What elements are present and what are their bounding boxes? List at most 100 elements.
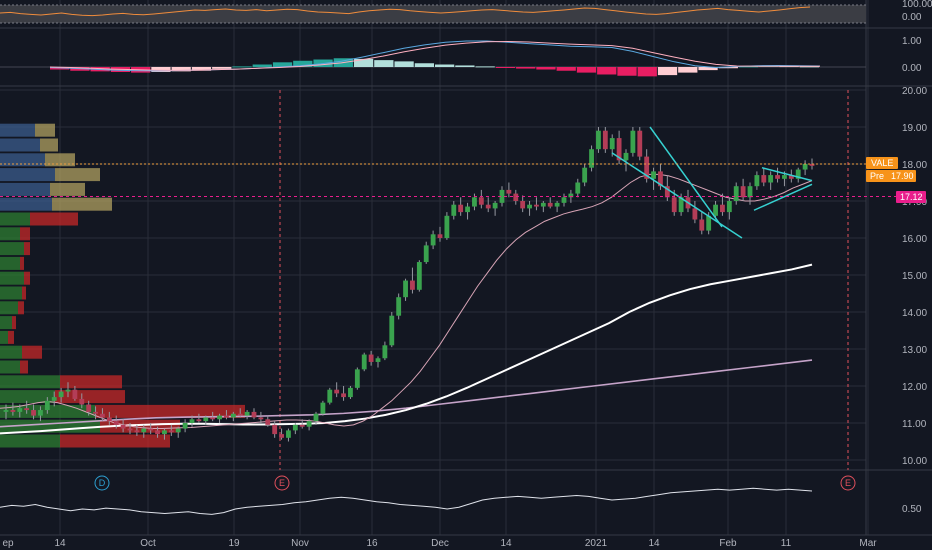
candle-17 (120, 424, 126, 429)
price-tick-6: 14.00 (902, 308, 927, 319)
candle-19 (134, 430, 140, 433)
event-circle-1 (274, 475, 290, 491)
event-letter-1: E (279, 478, 285, 488)
time-label-3: 19 (228, 538, 240, 549)
candle-64 (444, 215, 450, 238)
candle-35 (244, 411, 250, 416)
candle-51 (354, 369, 360, 388)
candle-8 (58, 391, 64, 398)
rsi-tick-1: 0.00 (902, 12, 922, 23)
candle-61 (423, 245, 429, 263)
rsi-pane: 100.00 0.00 (0, 0, 932, 24)
candle-117 (809, 164, 815, 166)
candle-2 (17, 408, 23, 412)
candle-107 (740, 186, 746, 198)
price-tick-10: 10.00 (902, 456, 927, 467)
candle-65 (451, 204, 457, 216)
vp-up-21 (0, 434, 60, 448)
candle-40 (279, 434, 284, 438)
candle-13 (93, 411, 98, 414)
vp-down-14 (8, 330, 14, 344)
ma-mid-line (0, 263, 813, 435)
vp-up-10 (0, 271, 24, 285)
rsi-line (0, 6, 811, 17)
macd-bar-34 (738, 66, 759, 68)
candle-53 (368, 354, 374, 362)
time-label-5: 16 (366, 538, 378, 549)
vp-down-2 (45, 153, 75, 167)
time-label-1: 14 (54, 538, 66, 549)
candle-36 (251, 411, 257, 418)
candle-14 (100, 413, 105, 418)
candle-1 (10, 410, 16, 412)
candle-24 (168, 430, 174, 433)
price-tags: VALE Pre 17.90 17.12 (866, 157, 926, 203)
candle-63 (437, 234, 443, 238)
macd-bar-31 (678, 67, 698, 73)
vp-down-13 (12, 316, 16, 330)
vp-up-0 (0, 123, 35, 137)
candle-94 (651, 171, 656, 179)
vol-tick-0: 0.50 (902, 504, 922, 515)
time-label-12: Mar (859, 538, 877, 549)
price-tick-2: 18.00 (902, 160, 927, 171)
price-tick-1: 19.00 (902, 123, 927, 134)
event-badge-2[interactable]: E (840, 475, 856, 491)
vp-down-8 (24, 242, 30, 256)
macd-bar-9 (232, 66, 252, 68)
pre-tag-value: 17.90 (891, 171, 914, 181)
candle-83 (575, 182, 581, 194)
candle-66 (458, 204, 464, 213)
candle-77 (534, 204, 539, 207)
candle-105 (726, 201, 732, 213)
time-axis[interactable]: ep 14 Oct 19 Nov 16 Dec 14 2021 14 Feb 11 Mar (2, 538, 877, 549)
candle-85 (589, 149, 594, 168)
macd-pane: 1.00 0.00 (0, 36, 922, 77)
vp-up-3 (0, 168, 55, 182)
candle-38 (265, 419, 271, 425)
candle-115 (795, 169, 801, 179)
candle-58 (403, 280, 408, 298)
candle-25 (175, 428, 181, 433)
candle-76 (527, 204, 532, 209)
candle-4 (31, 410, 36, 416)
candles[interactable] (3, 127, 815, 442)
macd-bar-12 (293, 60, 313, 67)
candle-26 (182, 423, 188, 429)
time-label-0: ep (2, 538, 14, 549)
candle-22 (155, 430, 160, 435)
candle-39 (272, 424, 278, 435)
event-badge-1[interactable]: E (274, 475, 290, 491)
candle-47 (327, 389, 333, 403)
time-label-4: Nov (291, 538, 309, 549)
candle-29 (203, 417, 209, 422)
candle-104 (720, 204, 725, 213)
vp-up-6 (0, 212, 30, 226)
candle-70 (485, 204, 491, 209)
candle-16 (113, 421, 119, 425)
vp-up-9 (0, 256, 20, 270)
candle-113 (782, 175, 787, 179)
candle-93 (644, 156, 650, 179)
vp-up-5 (0, 197, 52, 211)
price-tick-5: 15.00 (902, 271, 927, 282)
vp-down-17 (60, 375, 122, 389)
candle-87 (602, 130, 608, 150)
candle-0 (3, 410, 9, 412)
candle-43 (299, 424, 305, 427)
candle-92 (637, 130, 643, 157)
candle-42 (292, 424, 298, 431)
price-tick-9: 11.00 (902, 419, 927, 430)
candle-82 (568, 193, 574, 198)
vp-down-5 (52, 197, 112, 211)
vp-down-20 (100, 419, 180, 433)
vp-down-15 (22, 345, 42, 359)
macd-bar-24 (536, 67, 556, 70)
candle-84 (582, 167, 588, 183)
candle-108 (747, 186, 753, 198)
macd-bar-11 (272, 62, 293, 67)
macd-bar-30 (657, 67, 678, 76)
event-badge-0[interactable]: D (94, 475, 110, 491)
